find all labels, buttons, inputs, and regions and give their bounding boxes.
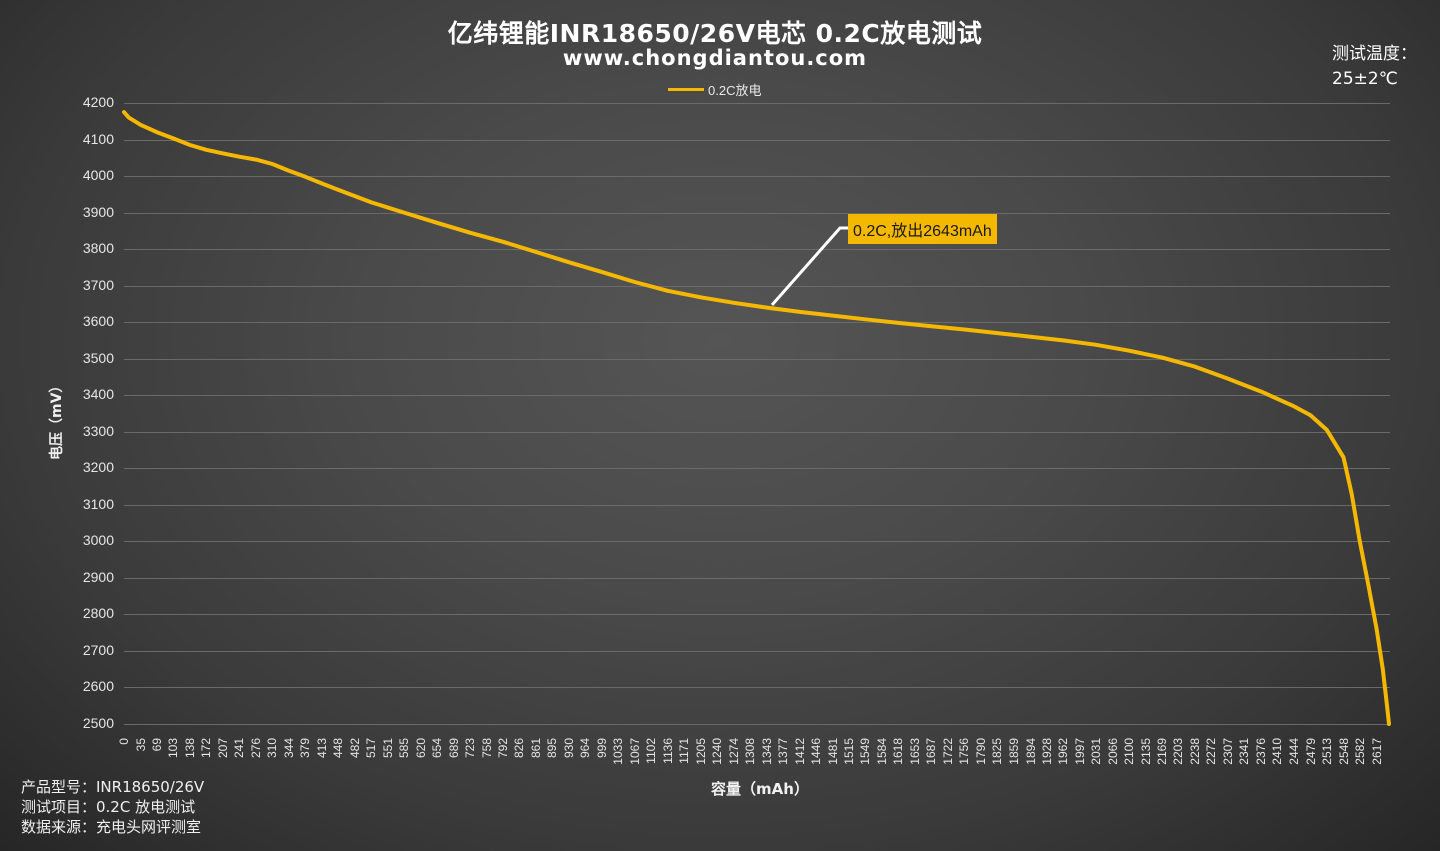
y-tick-label: 2700	[82, 641, 114, 658]
grid-line	[124, 505, 1390, 506]
grid-line	[124, 286, 1390, 287]
y-tick-label: 2500	[82, 715, 114, 731]
y-tick-label: 3700	[82, 276, 114, 293]
y-tick-label: 2800	[82, 605, 114, 622]
grid-line	[124, 213, 1390, 214]
y-tick-label: 3900	[82, 203, 114, 220]
temperature-note: 测试温度： 25±2℃	[1332, 42, 1417, 92]
grid-line	[124, 359, 1390, 360]
grid-line	[124, 140, 1390, 141]
y-tick-label: 4100	[82, 130, 114, 147]
grid-line	[124, 687, 1390, 688]
y-tick-label: 3200	[82, 459, 114, 476]
y-tick-label: 3100	[82, 495, 114, 512]
legend-line-icon	[668, 88, 704, 91]
grid-line	[124, 432, 1390, 433]
y-tick-label: 4000	[82, 167, 114, 184]
test-info: 产品型号：INR18650/26V 测试项目：0.2C 放电测试 数据来源：充电…	[21, 777, 204, 837]
grid-line	[124, 249, 1390, 250]
discharge-curve	[122, 110, 1391, 726]
temperature-label: 测试温度：	[1332, 44, 1417, 64]
grid-line	[124, 541, 1390, 542]
y-tick-label: 2900	[82, 568, 114, 585]
capacity-annotation: 0.2C,放出2643mAh	[848, 214, 997, 244]
chart-subtitle: www.chongdiantou.com	[562, 46, 868, 70]
y-tick-label: 3300	[82, 422, 114, 439]
product-model: 产品型号：INR18650/26V	[21, 778, 205, 796]
legend: 0.2C放电	[668, 80, 761, 99]
legend-label: 0.2C放电	[708, 83, 762, 98]
grid-line	[124, 578, 1390, 579]
y-tick-label: 3500	[82, 349, 114, 366]
y-tick-label: 3400	[82, 386, 114, 403]
temperature-value: 25±2℃	[1332, 69, 1398, 89]
annotation-leader-line	[770, 226, 848, 306]
grid-line	[124, 724, 1390, 725]
data-source: 数据来源：充电头网评测室	[21, 818, 202, 836]
y-tick-label: 3600	[82, 313, 114, 330]
y-tick-label: 2600	[82, 678, 114, 695]
grid-line	[124, 176, 1390, 177]
y-tick-label: 4200	[82, 94, 114, 110]
grid-line	[124, 395, 1390, 396]
test-item: 测试项目：0.2C 放电测试	[21, 798, 196, 816]
grid-line	[124, 322, 1390, 323]
grid-line	[124, 468, 1390, 469]
y-axis-title: 电压（mV）	[49, 378, 65, 460]
y-tick-label: 3000	[82, 532, 114, 549]
chart-title: 亿纬锂能INR18650/26V电芯 0.2C放电测试	[447, 19, 983, 48]
grid-line	[124, 103, 1390, 104]
grid-line	[124, 651, 1390, 652]
y-tick-label: 3800	[82, 240, 114, 257]
x-axis-title: 容量（mAh）	[711, 780, 809, 798]
grid-line	[124, 614, 1390, 615]
